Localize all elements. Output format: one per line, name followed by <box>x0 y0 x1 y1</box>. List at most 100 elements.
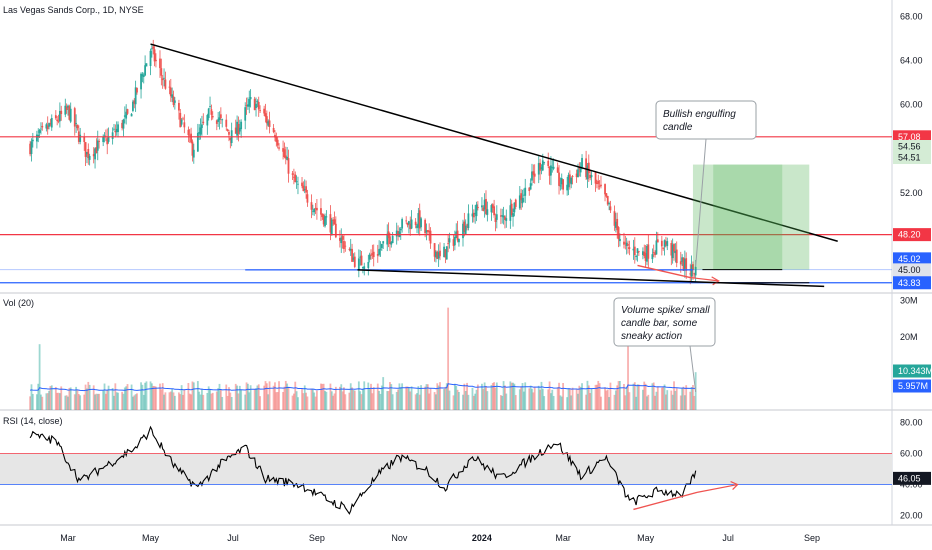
badge-volume-ma-bg <box>893 379 931 393</box>
candle-body <box>111 132 114 140</box>
volume-bar <box>562 382 564 410</box>
volume-bar <box>586 380 589 410</box>
candle-body <box>681 257 684 262</box>
candle-body <box>577 169 579 178</box>
candle-body <box>202 121 205 124</box>
volume-bar <box>462 394 464 410</box>
candle-body <box>504 216 506 220</box>
candle-body <box>215 120 218 124</box>
rsi-divergence-line[interactable] <box>633 491 698 511</box>
volume-bar <box>559 395 562 410</box>
volume-bar <box>464 391 467 410</box>
candle-body <box>264 113 267 117</box>
price-arrow[interactable] <box>690 276 720 286</box>
volume-bar <box>113 395 115 410</box>
candle-body <box>295 181 298 183</box>
volume-bar <box>215 391 218 410</box>
candle-body <box>529 183 532 190</box>
volume-bar <box>579 386 582 410</box>
volume-bar <box>286 383 289 410</box>
volume-bar <box>550 393 552 410</box>
volume-bar <box>494 387 497 410</box>
volume-bar <box>179 394 182 410</box>
price-candles <box>29 39 697 285</box>
volume-bar <box>417 386 420 410</box>
volume-bar <box>531 388 533 410</box>
engulfing-note-box <box>655 100 757 140</box>
candle-body <box>512 213 514 217</box>
trendline[interactable] <box>357 269 825 288</box>
volume-bar <box>689 391 692 410</box>
volume-bar <box>182 394 184 410</box>
volume-bar <box>172 392 175 410</box>
candle-body <box>579 166 582 173</box>
price-axis-tick: 68.00 <box>900 12 923 22</box>
volume-bar <box>303 385 306 410</box>
volume-bar <box>435 394 437 410</box>
badge-target-2-text: 54.51 <box>898 153 921 163</box>
candle-body <box>196 132 199 152</box>
volume-bar <box>646 396 648 410</box>
volume-bar <box>486 391 489 410</box>
volume-bar <box>558 382 560 410</box>
volume-bar <box>248 392 251 410</box>
candle-body <box>417 213 420 228</box>
volume-bar <box>682 386 685 410</box>
rsi-axis-tick: 20.00 <box>900 511 923 521</box>
candle-body <box>102 136 105 143</box>
volume-bar <box>168 392 171 410</box>
volume-bar <box>57 392 60 410</box>
chart-title: Las Vegas Sands Corp., 1D, NYSE <box>3 5 144 15</box>
candle-body <box>656 239 659 243</box>
volume-note-line3: sneaky action <box>621 331 683 342</box>
volume-bar <box>126 384 129 410</box>
candle-body <box>68 106 71 120</box>
volume-bar <box>360 394 363 410</box>
volume-note[interactable]: Volume spike/ small candle bar, some sne… <box>613 297 716 347</box>
candle-body <box>274 134 276 138</box>
volume-bar <box>409 391 412 410</box>
volume-bar <box>632 383 635 410</box>
price-divergence-line[interactable] <box>637 264 691 279</box>
candle-body <box>344 245 347 247</box>
trendline[interactable] <box>150 43 838 242</box>
rsi-arrow[interactable] <box>696 481 739 493</box>
volume-bar <box>628 392 631 410</box>
volume-bar <box>652 382 655 410</box>
volume-bar <box>196 381 199 410</box>
candle-body <box>95 147 98 154</box>
candle-body <box>291 173 294 175</box>
volume-pane-title: Vol (20) <box>3 298 34 308</box>
candle-body <box>35 134 38 142</box>
candle-body <box>485 198 487 214</box>
rsi-pane-title: RSI (14, close) <box>3 416 63 426</box>
volume-bar <box>316 390 318 410</box>
candle-body <box>329 214 332 233</box>
candle-body <box>126 109 129 114</box>
volume-bar <box>656 386 659 410</box>
long-position-profit-zone[interactable] <box>692 164 810 270</box>
candle-body <box>616 218 619 231</box>
candle-body <box>76 124 79 129</box>
candle-body <box>142 75 145 78</box>
volume-bar <box>164 392 167 410</box>
volume-bar <box>160 389 163 410</box>
candle-body <box>643 251 646 257</box>
volume-bar <box>161 383 164 410</box>
candle-body <box>107 136 110 142</box>
engulfing-note[interactable]: Bullish engulfing candle <box>655 100 757 140</box>
candle-body <box>161 78 164 81</box>
volume-bar <box>353 390 356 410</box>
candle-body <box>532 171 535 175</box>
candle-body <box>379 248 382 250</box>
candle-body <box>604 184 606 195</box>
candle-body <box>552 166 555 169</box>
candle-body <box>533 173 536 177</box>
volume-bar <box>217 388 220 410</box>
candle-body <box>514 199 517 207</box>
volume-bar <box>633 382 636 410</box>
candle-body <box>73 108 76 127</box>
candle-body <box>316 207 318 211</box>
candle-body <box>425 230 428 233</box>
